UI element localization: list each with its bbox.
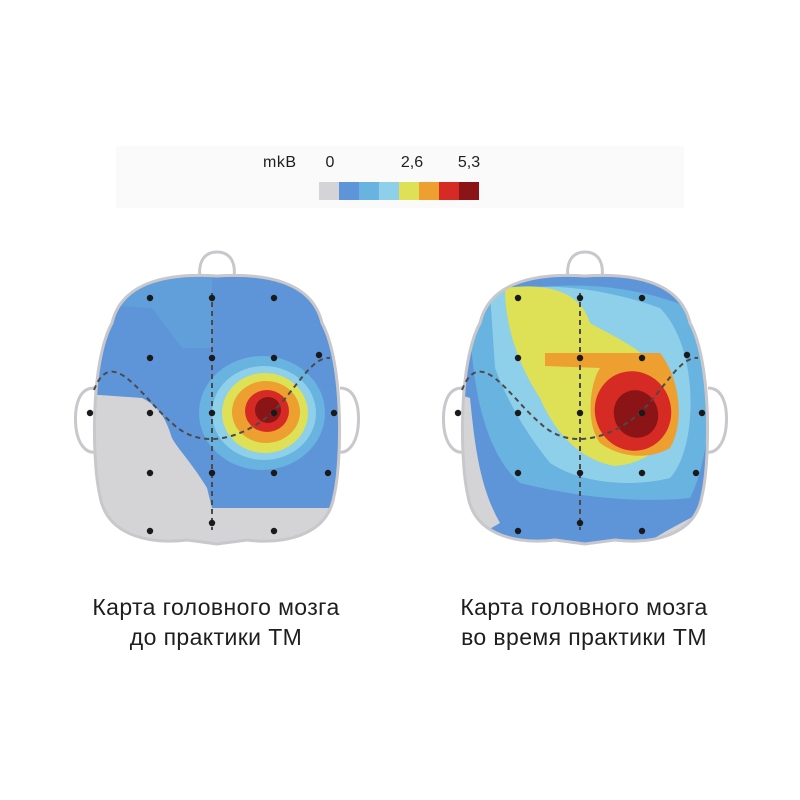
electrode-dot [576,294,584,302]
legend-swatch-4 [399,182,419,200]
electrode-dot [146,527,154,535]
electrode-dot [698,409,706,417]
electrode-dot [514,294,522,302]
legend-swatch-3 [379,182,399,200]
electrode-dot [270,294,278,302]
caption-before: Карта головного мозга до практики ТМ [36,592,396,652]
legend-tick-mid: 2,6 [400,154,424,171]
electrode-dot [86,409,94,417]
legend-tick-max: 5,3 [457,154,481,171]
electrode-dot [330,409,338,417]
electrode-dot [208,409,216,417]
electrode-dot [638,409,646,417]
electrode-dot [146,469,154,477]
electrode-dot [576,519,584,527]
legend-swatch-2 [359,182,379,200]
electrode-dot [146,294,154,302]
electrode-dot [514,354,522,362]
electrode-dot [576,469,584,477]
brain-map-during [440,248,730,558]
electrode-dot [692,469,700,477]
caption-before-line2: до практики ТМ [129,624,303,650]
head-outline-main [460,273,710,546]
legend-swatch-0 [319,182,339,200]
electrode-dot [208,354,216,362]
electrode-dot [514,469,522,477]
electrode-dot [454,409,462,417]
caption-during-line1: Карта головного мозга [460,594,708,620]
caption-during-line2: во время практики ТМ [461,624,707,650]
electrode-dot [576,409,584,417]
caption-before-line1: Карта головного мозга [92,594,340,620]
electrode-dot [315,351,323,359]
caption-during: Карта головного мозга во время практики … [404,592,764,652]
electrode-dot [683,351,691,359]
legend-color-bar [319,182,479,200]
electrode-dot [270,469,278,477]
legend-unit-label: mkB [263,154,297,171]
electrode-dot [270,409,278,417]
head-outline [442,250,728,454]
color-scale-legend: mkB 0 2,6 5,3 [116,146,684,208]
electrode-dot [208,469,216,477]
electrode-dot [146,409,154,417]
legend-swatch-6 [439,182,459,200]
electrode-dot [146,354,154,362]
electrode-dot [638,469,646,477]
electrode-dot [324,469,332,477]
legend-swatch-1 [339,182,359,200]
electrode-dot [638,294,646,302]
activity-heatmap-during [462,275,708,544]
head-outline [74,250,360,454]
electrode-dot [638,527,646,535]
head-outline-main [92,273,342,546]
electrode-dot [270,354,278,362]
electrode-dot [576,354,584,362]
legend-tick-min: 0 [325,154,335,171]
electrode-dot [514,409,522,417]
electrode-dot [638,354,646,362]
electrode-dot [270,527,278,535]
electrode-dot [514,527,522,535]
brain-map-before [72,248,362,558]
legend-swatch-5 [419,182,439,200]
electrode-dot [208,294,216,302]
activity-heatmap-before [94,275,340,544]
legend-swatch-7 [459,182,479,200]
electrode-dot [208,519,216,527]
